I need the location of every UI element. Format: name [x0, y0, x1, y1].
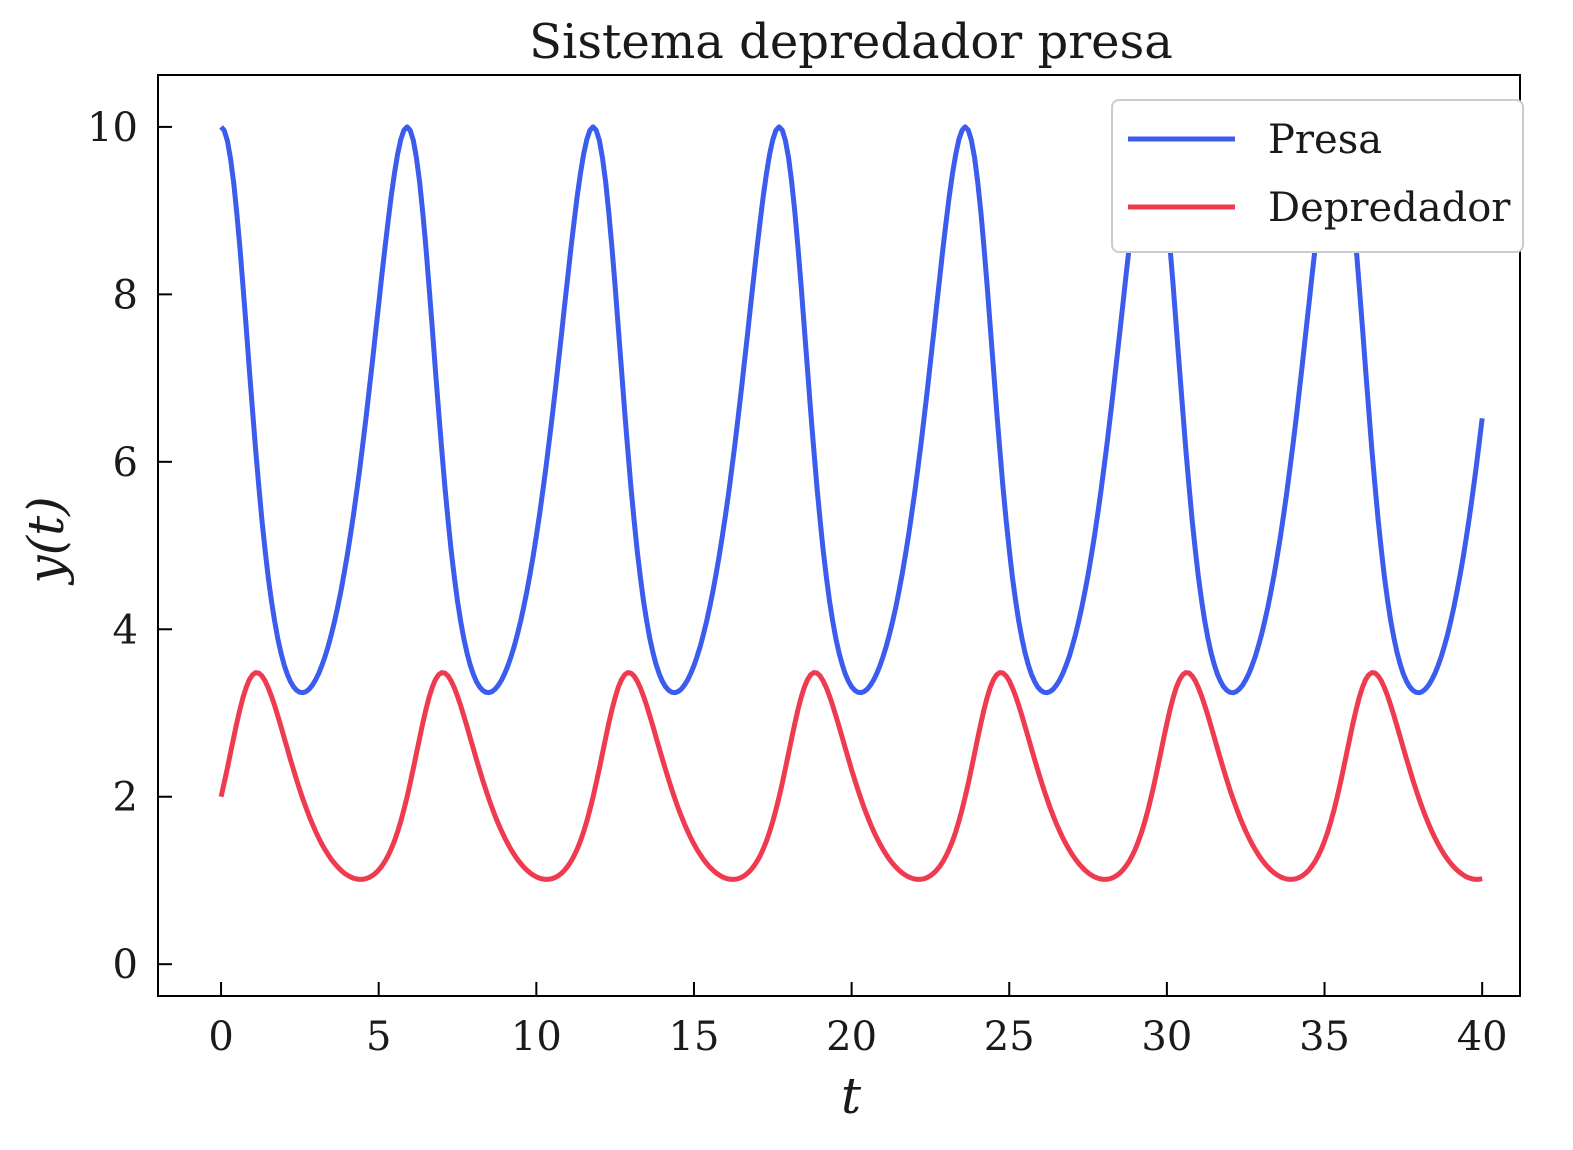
- chart-title: Sistema depredador presa: [529, 14, 1173, 70]
- legend-label-presa: Presa: [1268, 117, 1382, 163]
- series-line-presa: [219, 124, 1485, 696]
- x-tick-label: 5: [366, 1014, 391, 1060]
- plot-area: [218, 124, 1485, 882]
- y-tick-label: 0: [113, 942, 138, 988]
- x-axis-title: t: [841, 1067, 862, 1125]
- y-tick-label: 8: [113, 272, 138, 318]
- x-tick-label: 20: [826, 1014, 877, 1060]
- x-tick-label: 25: [984, 1014, 1035, 1060]
- x-tick-label: 30: [1141, 1014, 1192, 1060]
- series-line-depredador: [218, 670, 1483, 882]
- x-tick-label: 10: [511, 1014, 562, 1060]
- plot-frame: [157, 74, 1521, 997]
- y-tick-label: 6: [113, 440, 138, 486]
- legend-label-depredador: Depredador: [1268, 185, 1511, 231]
- y-tick-label: 10: [87, 105, 138, 151]
- y-tick-label: 4: [113, 607, 138, 653]
- y-tick-label: 2: [113, 775, 138, 821]
- y-axis-title: y(t): [17, 496, 75, 585]
- legend: Presa Depredador: [1111, 99, 1524, 253]
- y-axis: 0 2 4 6 8 10: [87, 105, 172, 988]
- x-axis: 0 5 10 15 20 25 30 35 40: [208, 982, 1508, 1060]
- x-tick-label: 0: [208, 1014, 233, 1060]
- x-tick-label: 40: [1457, 1014, 1508, 1060]
- x-tick-label: 35: [1299, 1014, 1350, 1060]
- x-tick-label: 15: [669, 1014, 720, 1060]
